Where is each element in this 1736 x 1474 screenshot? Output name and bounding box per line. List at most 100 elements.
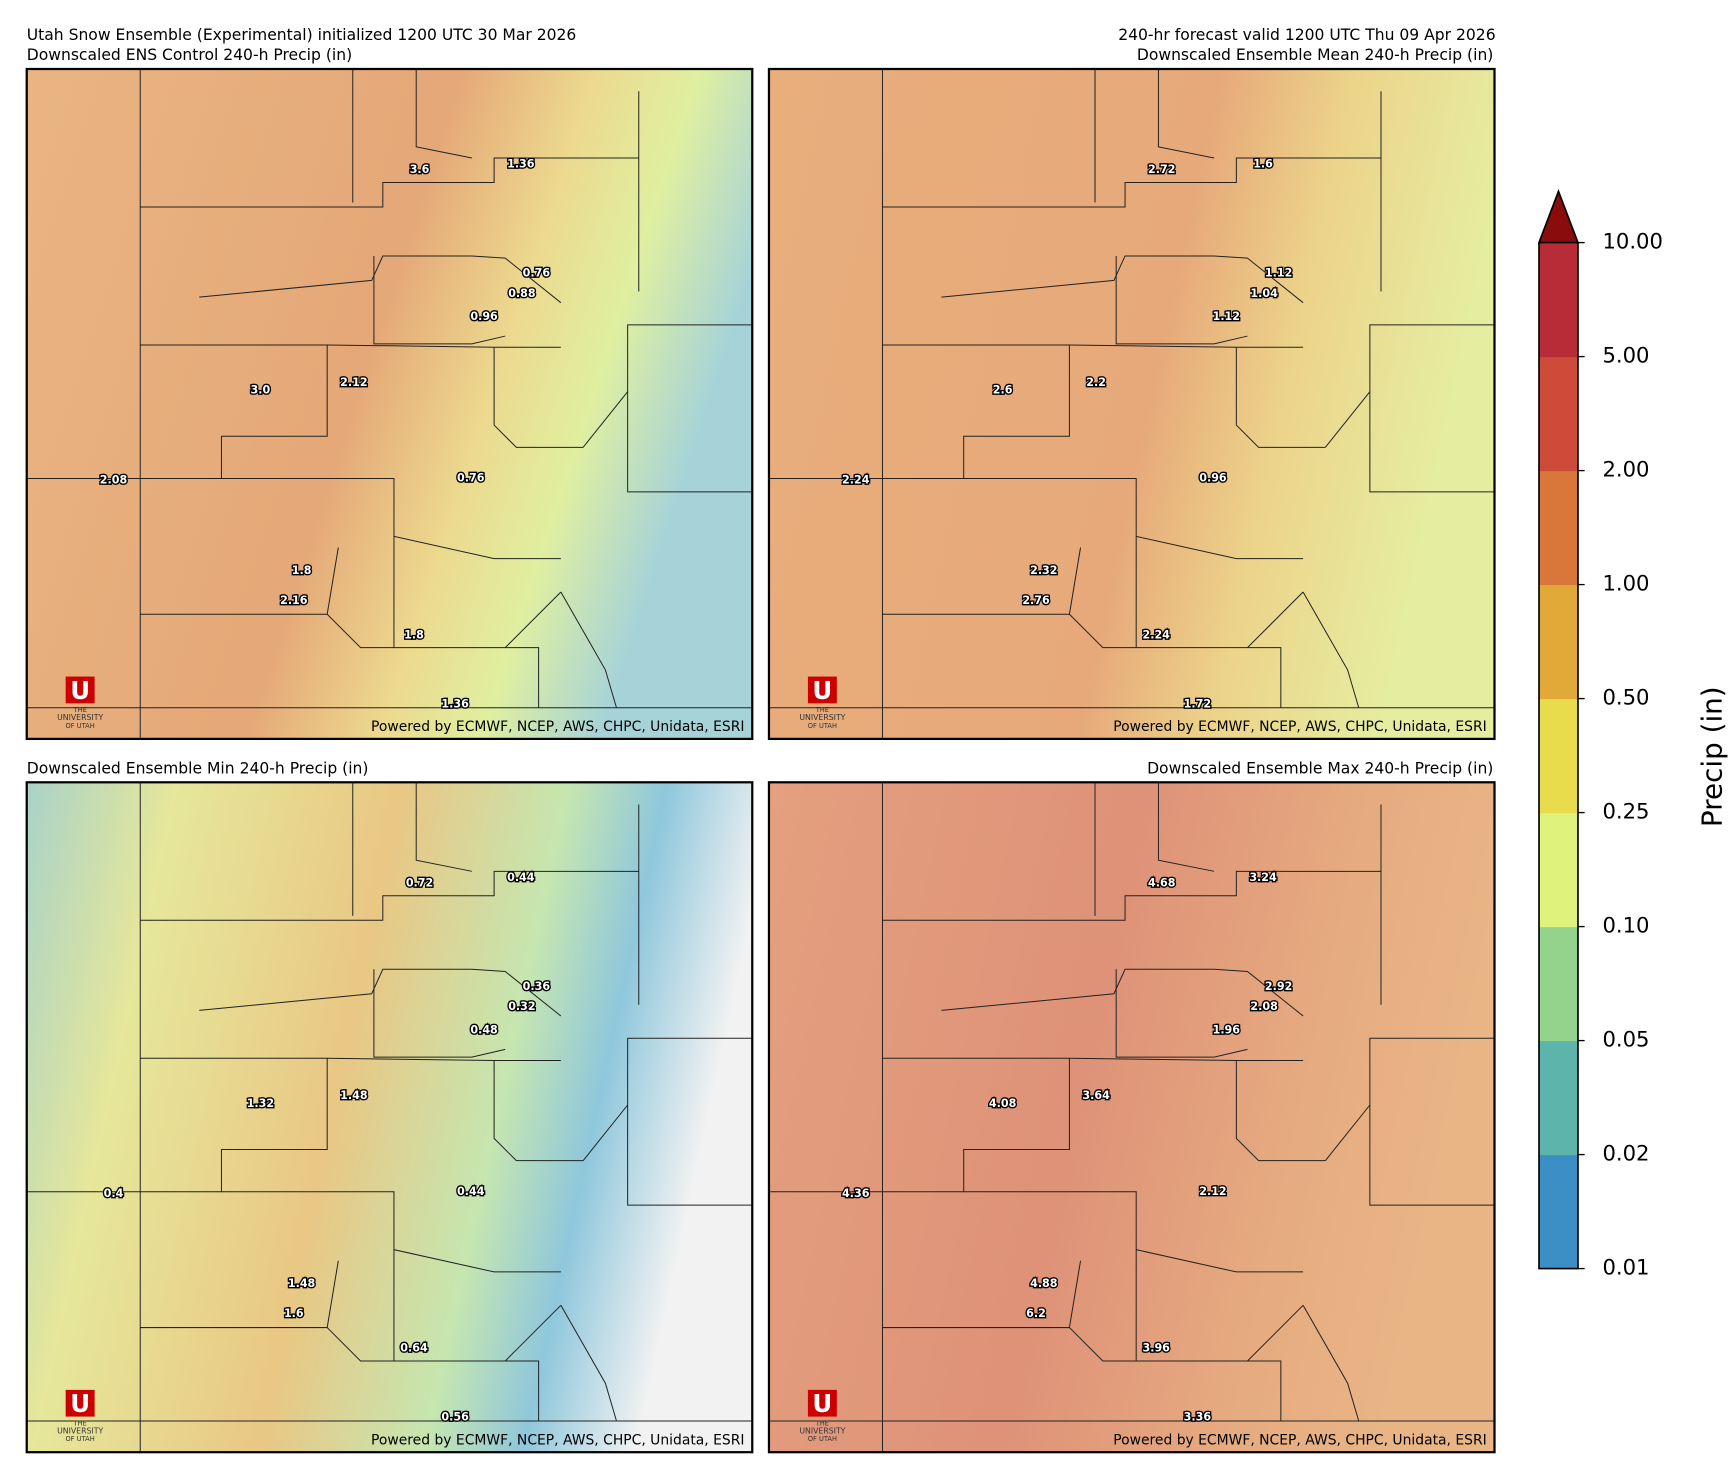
boundary-line bbox=[1324, 1037, 1495, 1161]
point-value: 0.72 bbox=[406, 877, 433, 890]
point-value: 3.6 bbox=[410, 163, 430, 176]
logo-text: OF UTAH bbox=[808, 722, 837, 730]
boundary-line bbox=[582, 1037, 753, 1161]
colorbar-segment bbox=[1539, 1040, 1578, 1156]
boundary-line bbox=[1135, 536, 1304, 649]
logo-block bbox=[807, 676, 837, 704]
point-value: 3.0 bbox=[251, 384, 271, 397]
boundary-line bbox=[140, 157, 639, 208]
point-value: 0.76 bbox=[457, 472, 485, 485]
boundary-line bbox=[199, 255, 562, 304]
colorbar-tick-label: 0.02 bbox=[1602, 1141, 1649, 1166]
boundary-line bbox=[1369, 391, 1495, 493]
colorbar-tick-label: 0.25 bbox=[1602, 799, 1649, 824]
logo-mark: U bbox=[70, 676, 90, 705]
colorbar-label: Precip (in) bbox=[1696, 686, 1729, 827]
logo-text: OF UTAH bbox=[66, 722, 95, 730]
boundary-line bbox=[373, 255, 506, 345]
point-value: 1.32 bbox=[247, 1097, 274, 1110]
panel-title: Downscaled Ensemble Mean 240-h Precip (i… bbox=[1137, 46, 1494, 64]
point-value: 0.32 bbox=[508, 1000, 535, 1013]
panel-title: Downscaled Ensemble Max 240-h Precip (in… bbox=[1147, 759, 1493, 777]
point-value: 2.92 bbox=[1265, 980, 1292, 993]
boundary-line bbox=[560, 1305, 617, 1422]
point-value: 0.48 bbox=[470, 1023, 498, 1036]
point-value: 0.76 bbox=[523, 267, 551, 280]
map-background bbox=[26, 782, 753, 1453]
boundary-line bbox=[882, 344, 1304, 348]
point-value: 4.08 bbox=[989, 1097, 1017, 1110]
panel-frame bbox=[25, 67, 754, 741]
logo-text: THE bbox=[73, 706, 87, 714]
colorbar-segment bbox=[1539, 698, 1578, 814]
colorbar-tick-label: 5.00 bbox=[1602, 343, 1649, 368]
point-value: 0.88 bbox=[508, 287, 536, 300]
point-value: 2.76 bbox=[1022, 594, 1050, 607]
map-background bbox=[768, 68, 1495, 739]
boundary-line bbox=[140, 344, 561, 348]
point-value: 2.72 bbox=[1148, 163, 1175, 176]
point-value: 2.32 bbox=[1030, 564, 1057, 577]
header-left: Utah Snow Ensemble (Experimental) initia… bbox=[27, 26, 577, 44]
boundary-line bbox=[1069, 613, 1137, 649]
point-value: 0.36 bbox=[523, 980, 551, 993]
colorbar-tick-label: 0.10 bbox=[1602, 913, 1649, 938]
boundary-line bbox=[505, 647, 540, 708]
point-value: 0.64 bbox=[400, 1342, 428, 1355]
point-value: 3.24 bbox=[1249, 871, 1277, 884]
point-value: 0.44 bbox=[457, 1185, 485, 1198]
point-value: 1.36 bbox=[507, 158, 535, 171]
boundary-line bbox=[882, 870, 1381, 921]
boundary-line bbox=[882, 157, 1381, 208]
logo-mark: U bbox=[70, 1389, 90, 1418]
point-value: 1.36 bbox=[441, 697, 469, 710]
colorbar-tick-label: 0.05 bbox=[1602, 1027, 1649, 1052]
logo-mark: U bbox=[812, 1389, 832, 1418]
point-value: 1.8 bbox=[404, 628, 424, 641]
boundary-line bbox=[415, 68, 472, 159]
point-value: 2.24 bbox=[842, 474, 870, 487]
point-value: 1.72 bbox=[1184, 697, 1211, 710]
header-right: 240-hr forecast valid 1200 UTC Thu 09 Ap… bbox=[1118, 26, 1495, 44]
point-value: 0.4 bbox=[104, 1187, 124, 1200]
panels: 3.6 1.36 0.76 0.88 0.96 3.0 2.12 2.08 0.76 1.8 2.1… bbox=[25, 26, 1496, 1454]
boundary-line bbox=[393, 536, 562, 649]
boundary-line bbox=[1135, 1249, 1304, 1362]
colorbar-segment bbox=[1539, 926, 1578, 1042]
point-value: 0.96 bbox=[470, 310, 498, 323]
credit: Powered by ECMWF, NCEP, AWS, CHPC, Unida… bbox=[371, 719, 744, 735]
point-value: 4.36 bbox=[842, 1187, 870, 1200]
point-value: 1.04 bbox=[1250, 287, 1278, 300]
colorbar-tick-label: 0.50 bbox=[1602, 685, 1649, 710]
boundary-line bbox=[1369, 1105, 1495, 1206]
panel-frame bbox=[767, 781, 1496, 1454]
point-value: 1.96 bbox=[1213, 1023, 1241, 1036]
boundary-line bbox=[326, 1327, 394, 1362]
boundary-line bbox=[1157, 68, 1215, 159]
point-value: 6.2 bbox=[1026, 1307, 1046, 1320]
logo-text: UNIVERSITY bbox=[799, 1426, 845, 1435]
colorbar-tick-label: 10.00 bbox=[1602, 229, 1662, 254]
colorbar: 0.01 0.02 0.05 0.10 0.25 0.50 1.00 2.00 5.00 10.0… bbox=[1537, 189, 1729, 1280]
boundary-line bbox=[1115, 969, 1248, 1058]
point-value: 4.68 bbox=[1148, 877, 1176, 890]
map-panel: 0.72 0.44 0.36 0.32 0.48 1.32 1.48 0.4 0.44 1.48 1… bbox=[25, 781, 754, 1454]
boundary-line bbox=[1235, 1060, 1326, 1162]
point-value: 2.12 bbox=[340, 376, 367, 389]
boundary-line bbox=[560, 591, 617, 708]
boundary-line bbox=[493, 1060, 584, 1162]
colorbar-frame bbox=[1538, 242, 1579, 1270]
logo-text: UNIVERSITY bbox=[57, 1426, 103, 1435]
point-value: 2.16 bbox=[280, 594, 308, 607]
boundary-line bbox=[627, 1105, 753, 1206]
logo-text: THE bbox=[73, 1419, 87, 1427]
point-value: 1.12 bbox=[1265, 267, 1292, 280]
point-value: 3.96 bbox=[1143, 1342, 1171, 1355]
logo-text: UNIVERSITY bbox=[57, 713, 103, 722]
boundary-line bbox=[1247, 1360, 1282, 1422]
boundary-line bbox=[1302, 591, 1360, 708]
point-value: 2.08 bbox=[100, 474, 128, 487]
credit: Powered by ECMWF, NCEP, AWS, CHPC, Unida… bbox=[371, 1432, 744, 1448]
colorbar-extend bbox=[1537, 189, 1580, 244]
